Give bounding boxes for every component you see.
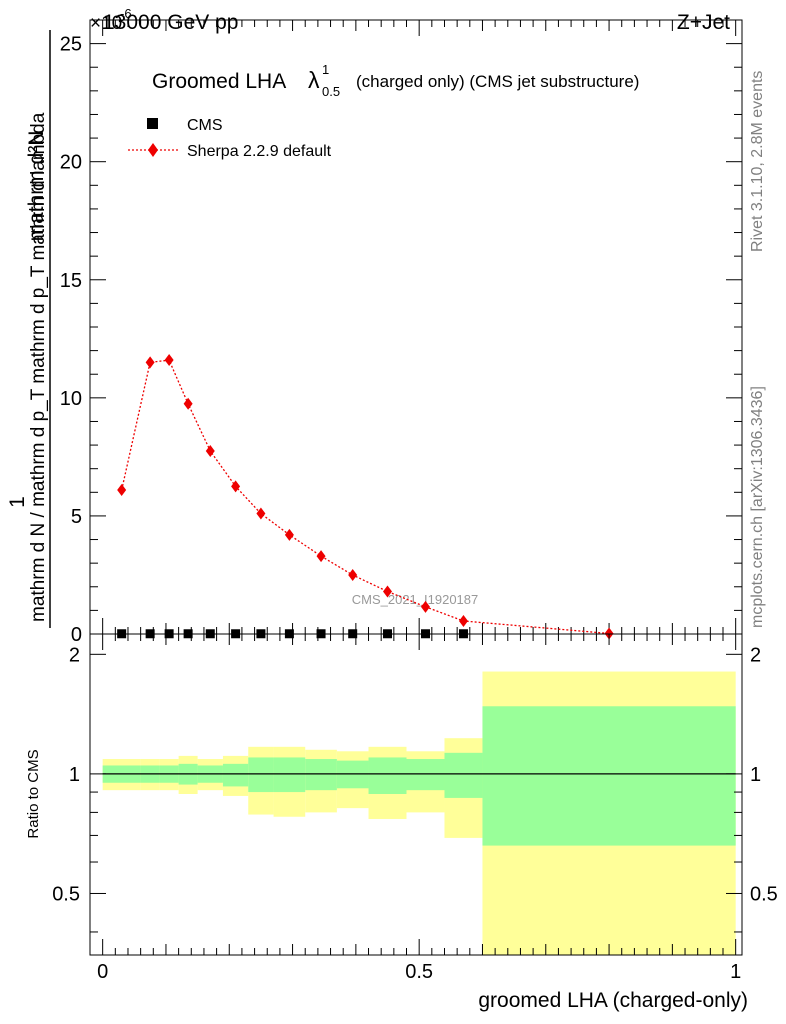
main-plot-ticks: [90, 19, 742, 635]
x-tick-labels: 0 0.5 1: [97, 961, 741, 983]
main-plot-ytick-labels: 0 5 10 15 20 25: [60, 34, 82, 646]
upper-y-axis-title: 1 mathrm d²N mathrm d N / mathrm d p_T m…: [6, 30, 51, 628]
sherpa-point: [420, 600, 430, 613]
x-axis-title: groomed LHA (charged-only): [478, 989, 748, 1012]
legend-cms-marker: [147, 118, 158, 129]
y-title-lead: 1: [6, 496, 29, 508]
ytick-label: 20: [60, 152, 82, 174]
sherpa-point: [284, 528, 294, 541]
ytick-label: 5: [71, 506, 82, 528]
ytick-label: 0: [71, 624, 82, 646]
legend: CMS Sherpa 2.2.9 default: [128, 117, 332, 160]
sherpa-point: [348, 568, 358, 581]
analysis-watermark: CMS_2021_I1920187: [352, 592, 479, 607]
sherpa-point: [383, 585, 393, 598]
inner-band: [444, 752, 483, 798]
sherpa-point: [231, 480, 241, 493]
sherpa-point: [316, 550, 326, 563]
energy-label: 13000 GeV pp: [103, 11, 238, 34]
xtick-label: 0.5: [405, 961, 433, 983]
legend-sherpa-label: Sherpa 2.2.9 default: [187, 143, 332, 160]
ratio-plot-ticks: [90, 634, 742, 955]
title-superscript: 1: [322, 62, 329, 77]
xtick-label: 1: [730, 961, 741, 983]
legend-cms-label: CMS: [187, 117, 223, 134]
inner-band: [406, 759, 445, 791]
ratio-plot-frame: [89, 633, 743, 956]
main-plot-frame: [89, 19, 743, 635]
title-tail: (charged only) (CMS jet substructure): [356, 72, 639, 91]
main-plot-panel: 0 5 10 15 20 25 CMS_2021_I1920187 Groomed LHA…: [60, 19, 743, 646]
plot-title: Groomed LHA λ 1 0.5 (charged only) (CMS …: [152, 62, 639, 99]
ratio-ytick-label: 1: [69, 764, 80, 786]
axis-exponent: ×10: [90, 13, 122, 34]
y-title-denominator: mathrm d N / mathrm d p_T mathrm d p_T m…: [28, 112, 49, 622]
ratio-ytick-label-right: 2: [750, 644, 761, 666]
inner-band: [222, 763, 249, 787]
inner-band: [273, 757, 306, 793]
inner-band: [368, 757, 407, 794]
ytick-label: 10: [60, 388, 82, 410]
sherpa-series: [117, 354, 614, 640]
ratio-ytick-label-right: 1: [750, 764, 761, 786]
ratio-plot-panel: 0.5 0.51 12 2 0 0.5 1 Ratio to CMS groomed LH…: [25, 633, 778, 1012]
inner-band: [482, 706, 736, 846]
title-subscript: 0.5: [322, 84, 340, 99]
ratio-ytick-label-right: 0.5: [750, 883, 778, 905]
rivet-version-label: Rivet 3.1.10, 2.8M events: [749, 71, 766, 252]
ratio-ytick-labels: 0.5 0.5 1 1 2 2: [52, 644, 778, 905]
ytick-label: 25: [60, 34, 82, 56]
sherpa-point: [183, 397, 193, 410]
ytick-label: 15: [60, 270, 82, 292]
title-lead: Groomed LHA: [152, 70, 286, 93]
sherpa-point: [205, 444, 215, 457]
ratio-ytick-label: 0.5: [52, 883, 80, 905]
inner-band: [305, 759, 337, 791]
legend-sherpa-marker: [148, 143, 158, 157]
title-lambda: λ: [308, 67, 320, 93]
xtick-label: 0: [97, 961, 108, 983]
mcplots-label: mcplots.cern.ch [arXiv:1306.3436]: [749, 386, 766, 628]
ratio-ytick-label: 2: [69, 644, 80, 666]
sherpa-point: [458, 615, 468, 628]
sherpa-point: [117, 483, 127, 496]
y-title-numerator: mathrm d²N: [25, 131, 48, 242]
ratio-y-axis-title: Ratio to CMS: [25, 749, 42, 838]
process-label: Z+Jet: [677, 11, 730, 34]
sherpa-point: [145, 356, 155, 369]
sherpa-point: [164, 354, 174, 367]
sherpa-line: [121, 359, 610, 635]
ratio-uncertainty-bands: [102, 671, 736, 955]
axis-exponent-power: -6: [120, 6, 132, 21]
sherpa-point: [256, 507, 266, 520]
inner-band: [248, 757, 274, 793]
